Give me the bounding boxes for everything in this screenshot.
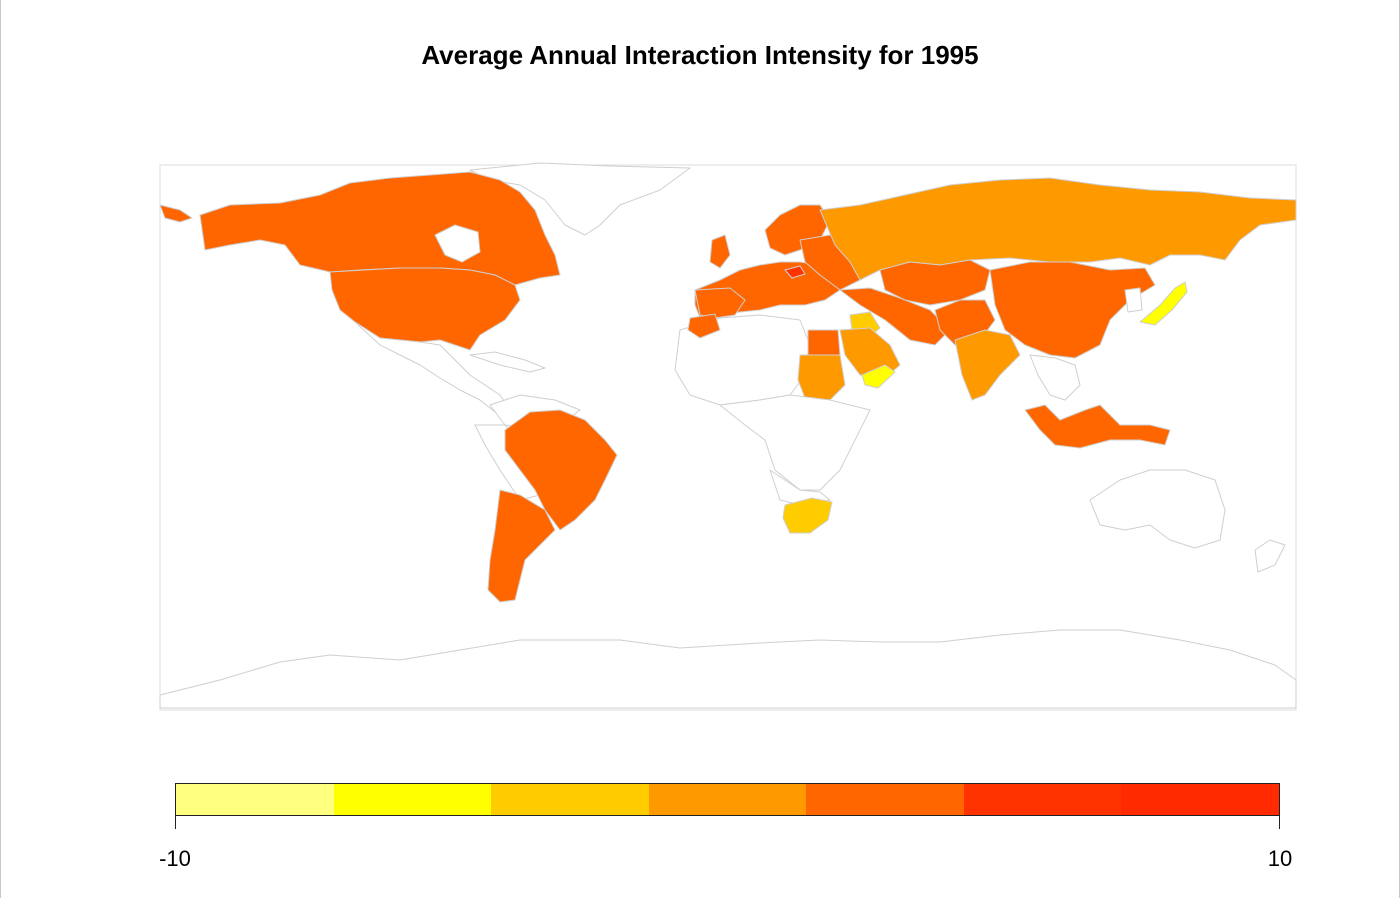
legend-swatch-5 — [806, 784, 964, 815]
region-sudan — [797, 354, 846, 401]
legend-swatch-4 — [648, 784, 807, 815]
region-japan — [1139, 281, 1188, 326]
legend-min-label: -10 — [159, 846, 191, 871]
region-new-zealand — [1254, 539, 1286, 573]
region-argentina-chile — [487, 489, 556, 603]
legend-max-label: 10 — [1267, 846, 1293, 871]
map-panel — [159, 164, 1297, 711]
region-greenland — [469, 162, 691, 236]
region-china — [989, 261, 1156, 359]
region-yemen — [861, 364, 896, 389]
region-morocco — [687, 313, 721, 339]
legend-swatch-3 — [491, 784, 649, 815]
region-antarctica — [159, 629, 1297, 709]
legend-swatch-6 — [963, 784, 1122, 815]
legend-swatch-2 — [333, 784, 492, 815]
region-india — [954, 329, 1021, 401]
region-hungary — [784, 265, 806, 279]
region-caribbean — [469, 351, 546, 373]
region-australia — [1089, 469, 1226, 549]
region-canada — [199, 171, 561, 286]
region-uk — [709, 234, 731, 269]
legend-swatch-7 — [1121, 784, 1280, 815]
region-north-africa — [674, 314, 811, 406]
region-southern-africa-nodata — [769, 469, 831, 506]
region-southeast-asia — [1029, 354, 1081, 401]
region-hudson-bay — [434, 224, 481, 263]
region-egypt — [807, 329, 841, 356]
region-indonesia — [1024, 404, 1171, 449]
region-central-asia — [879, 259, 991, 306]
region-turkey-iran — [839, 287, 951, 346]
region-central-africa — [719, 394, 871, 491]
legend-min-tick — [175, 816, 176, 829]
region-alaska-west — [159, 204, 193, 223]
region-south-africa — [782, 497, 833, 534]
legend-swatch-1 — [176, 784, 334, 815]
legend-max-tick — [1279, 816, 1280, 829]
region-brazil — [504, 409, 618, 531]
region-korea — [1124, 287, 1143, 313]
map-title: Average Annual Interaction Intensity for… — [421, 40, 979, 70]
region-iberia — [694, 287, 746, 319]
region-usa — [329, 267, 521, 351]
legend-color-bar — [175, 783, 1280, 816]
